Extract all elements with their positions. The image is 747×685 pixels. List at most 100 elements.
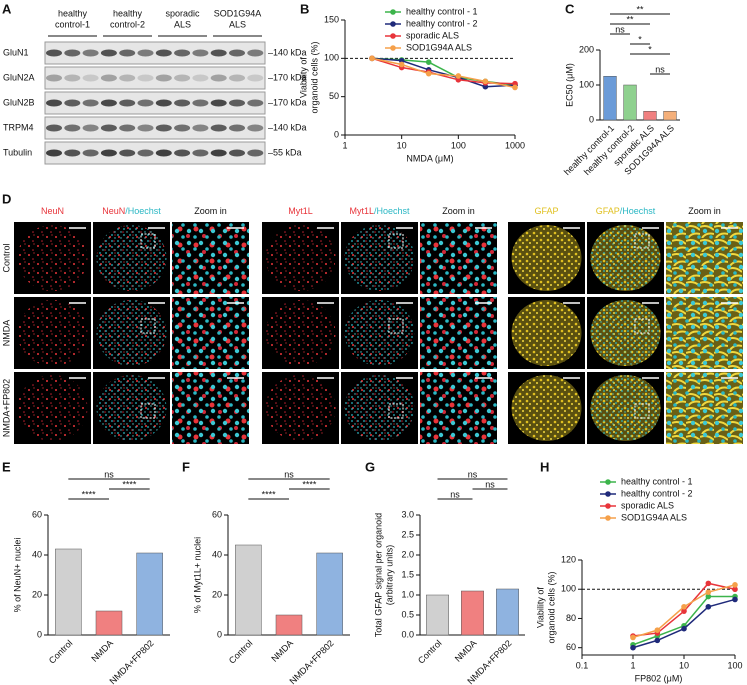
legend-marker xyxy=(390,45,396,51)
lane-group-label: ALS xyxy=(174,19,191,29)
bar xyxy=(643,111,657,121)
column-header: NeuN xyxy=(41,206,64,216)
nuclei-overlay xyxy=(590,225,661,291)
blot-band xyxy=(229,74,245,82)
y-tick-label: 100 xyxy=(324,53,339,63)
organoid xyxy=(17,375,88,441)
blot-band xyxy=(119,74,136,82)
blot-band xyxy=(229,99,245,107)
data-point xyxy=(425,70,432,77)
zoom-box xyxy=(388,403,404,419)
data-point xyxy=(398,57,405,64)
zoom-box xyxy=(140,318,156,334)
y-tick-label: 50 xyxy=(329,91,339,101)
x-tick-label: 1000 xyxy=(505,140,525,150)
organoid xyxy=(265,225,336,291)
data-point xyxy=(681,603,687,610)
lane-group-label: control-2 xyxy=(110,19,145,29)
bar xyxy=(316,552,343,636)
blot-band xyxy=(192,74,209,82)
blot-band xyxy=(210,149,227,157)
y-tick-label: 120 xyxy=(561,554,576,564)
y-tick-label: 2.5 xyxy=(401,529,414,539)
y-tick-label: 100 xyxy=(579,79,594,89)
y-tick-label: 60 xyxy=(212,509,222,519)
blot-band xyxy=(64,149,81,157)
blot-row xyxy=(44,41,266,65)
zoom-overlay xyxy=(666,297,743,369)
data-point xyxy=(681,625,687,632)
zoom-box xyxy=(634,233,650,249)
blot-band xyxy=(229,49,245,57)
data-point xyxy=(512,80,518,87)
x-tick-label: 100 xyxy=(727,660,742,670)
blot-band xyxy=(210,99,227,107)
blot-band xyxy=(82,149,99,157)
blot-band xyxy=(247,49,264,57)
blot-band xyxy=(174,124,191,132)
zoom-overlay xyxy=(666,222,743,294)
marker-label: –140 kDa xyxy=(268,47,307,57)
protein-label: GluN2B xyxy=(3,97,35,107)
y-tick-label: 60 xyxy=(566,642,576,652)
significance-label: ns xyxy=(485,479,495,489)
lane-group-label: ALS xyxy=(229,19,246,29)
bar xyxy=(496,588,519,636)
legend-marker xyxy=(390,9,396,15)
significance-label: ns xyxy=(615,24,625,34)
y-tick-label: 20 xyxy=(212,589,222,599)
bar xyxy=(235,544,262,636)
y-tick-label: 20 xyxy=(32,589,42,599)
y-tick-label: 0 xyxy=(589,114,594,124)
legend-label: healthy control - 1 xyxy=(406,6,478,16)
blot-band xyxy=(155,99,172,107)
legend-label: SOD1G94A ALS xyxy=(621,512,687,522)
blot-band xyxy=(119,149,136,157)
blot-band xyxy=(192,124,209,132)
legend-label: sporadic ALS xyxy=(621,500,674,510)
blot-band xyxy=(100,99,117,107)
blot-band xyxy=(119,99,136,107)
lane-group-label: healthy xyxy=(113,8,143,18)
significance-label: ns xyxy=(450,489,460,499)
blot-band xyxy=(155,49,172,57)
zoom-box xyxy=(140,403,156,419)
y-axis-label: organoid cells (%) xyxy=(546,571,556,643)
y-tick-label: 0 xyxy=(37,629,42,639)
legend-label: SOD1G94A ALS xyxy=(406,42,472,52)
data-point xyxy=(732,582,738,588)
blot-band xyxy=(192,49,209,57)
blot-band xyxy=(192,149,209,157)
organoid xyxy=(265,300,336,366)
blot-band xyxy=(210,74,227,82)
significance-label: **** xyxy=(262,489,277,499)
y-tick-label: 200 xyxy=(579,44,594,54)
column-header: Myt1L/Hoechst xyxy=(349,206,410,216)
blot-row xyxy=(44,141,266,165)
organoid xyxy=(511,375,582,441)
bar xyxy=(136,552,163,636)
significance-label: ns xyxy=(284,469,294,479)
nuclei-overlay xyxy=(96,300,167,366)
x-tick-label: Control xyxy=(416,638,444,666)
significance-label: **** xyxy=(302,479,317,489)
y-axis-label: (arbitrary units) xyxy=(384,545,394,606)
bar xyxy=(275,614,303,636)
header-part: /Hoechst xyxy=(125,206,161,216)
x-axis-label: FP802 (μM) xyxy=(635,673,683,683)
y-axis-label: Viability of xyxy=(298,57,308,98)
y-tick-label: 0.5 xyxy=(401,609,414,619)
blot-band xyxy=(100,74,117,82)
blot-band xyxy=(174,74,191,82)
y-axis-label: EC50 (μM) xyxy=(564,63,574,107)
blot-band xyxy=(46,99,62,107)
bar xyxy=(663,111,677,121)
y-tick-label: 100 xyxy=(561,584,576,594)
header-part: Myt1L xyxy=(288,206,313,216)
blot-band xyxy=(174,149,191,157)
blot-row xyxy=(44,116,266,140)
bar xyxy=(623,84,637,121)
blot-band xyxy=(46,149,62,157)
y-tick-label: 150 xyxy=(324,14,339,24)
